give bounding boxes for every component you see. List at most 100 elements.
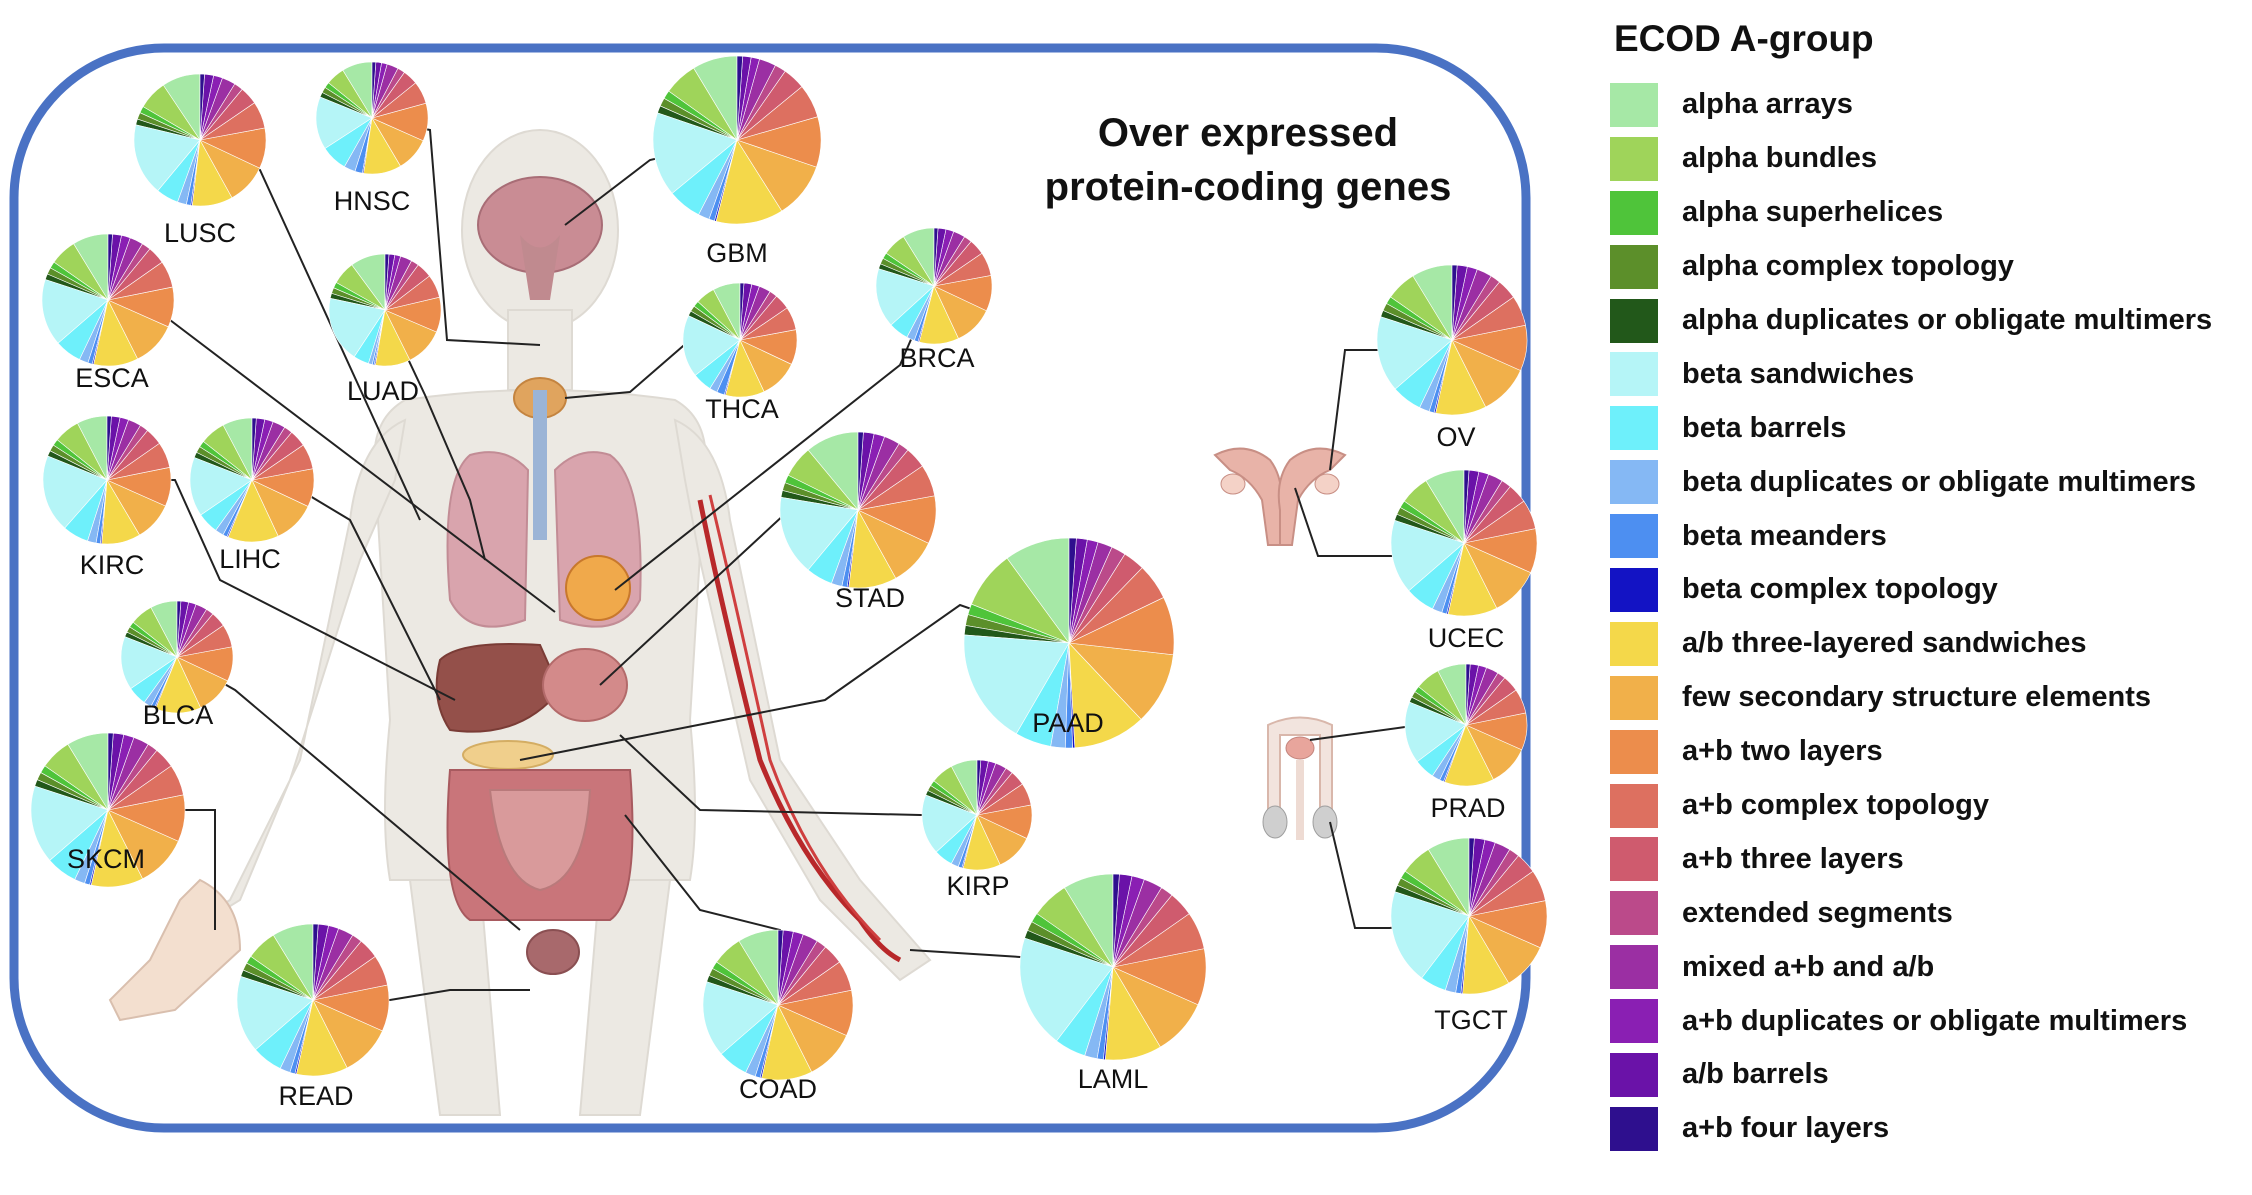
pie-laml	[1019, 873, 1207, 1061]
pie-slice-a-b-four-layers	[777, 929, 784, 1006]
legend-item: beta complex topology	[1610, 563, 2250, 617]
pie-slice-beta-sandwiches	[875, 268, 935, 326]
legend-label: beta complex topology	[1682, 573, 1998, 606]
legend-items: alpha arrays alpha bundles alpha superheli…	[1610, 78, 2250, 1156]
pie-slice-beta-sandwiches	[30, 785, 109, 861]
legend-label: few secondary structure elements	[1682, 681, 2152, 714]
pie-paad	[963, 537, 1175, 749]
pie-slice-beta-sandwiches	[133, 124, 201, 192]
legend-swatch	[1610, 136, 1658, 181]
legend-item: mixed a+b and a/b	[1610, 940, 2250, 994]
pie-stad	[779, 431, 937, 589]
pancreas-illustration	[462, 740, 554, 770]
legend-item: a/b barrels	[1610, 1048, 2250, 1102]
legend-item: a+b three layers	[1610, 832, 2250, 886]
pie-slice-a-b-four-layers	[1468, 837, 1475, 917]
legend-swatch	[1610, 406, 1658, 451]
legend-swatch	[1610, 621, 1658, 666]
legend-label: alpha complex topology	[1682, 250, 2014, 283]
pie-slice-beta-sandwiches	[1390, 891, 1470, 979]
pie-slice-beta-sandwiches	[42, 455, 108, 529]
pie-label-brca: BRCA	[899, 343, 974, 373]
pie-label-kirp: KIRP	[946, 871, 1009, 901]
pie-slice-a-b-four-layers	[176, 600, 182, 658]
legend-label: a+b four layers	[1682, 1112, 1890, 1145]
pie-slice-beta-sandwiches	[963, 634, 1070, 735]
legend-label: beta barrels	[1682, 411, 1847, 444]
pie-lusc	[133, 73, 267, 207]
pie-label-prad: PRAD	[1430, 793, 1505, 823]
left-ovary	[1220, 473, 1246, 495]
pie-label-laml: LAML	[1078, 1064, 1149, 1094]
urethra	[1296, 760, 1304, 840]
male-reproductive-illustration	[1262, 716, 1338, 840]
pie-blca	[120, 600, 234, 714]
pie-slice-beta-sandwiches	[1019, 937, 1114, 1042]
pie-slice-a-b-four-layers	[312, 923, 319, 1001]
legend-item: a+b complex topology	[1610, 779, 2250, 833]
legend-label: mixed a+b and a/b	[1682, 950, 1935, 983]
pie-label-stad: STAD	[835, 583, 905, 613]
legend-item: a/b three-layered sandwiches	[1610, 617, 2250, 671]
pie-lihc	[189, 417, 315, 543]
pie-ov	[1376, 264, 1528, 416]
legend-item: beta meanders	[1610, 509, 2250, 563]
pie-label-ucec: UCEC	[1428, 623, 1505, 653]
pie-ucec	[1390, 469, 1538, 617]
legend-label: alpha bundles	[1682, 142, 1877, 175]
pie-slice-few-secondary-structure-elements	[1068, 642, 1174, 720]
pie-label-blca: BLCA	[143, 700, 214, 730]
pie-slice-a-b-four-layers	[251, 417, 257, 481]
pie-slice-beta-sandwiches	[652, 112, 738, 194]
legend-label: beta sandwiches	[1682, 357, 1915, 390]
legend-swatch	[1610, 82, 1658, 127]
pie-gbm	[652, 55, 822, 225]
legend-swatch	[1610, 837, 1658, 882]
prostate	[1285, 736, 1315, 760]
pie-label-gbm: GBM	[706, 238, 768, 268]
legend-item: extended segments	[1610, 886, 2250, 940]
legend-swatch	[1610, 783, 1658, 828]
pie-slice-beta-sandwiches	[682, 315, 741, 376]
legend-item: beta barrels	[1610, 401, 2250, 455]
legend-label: a+b three layers	[1682, 842, 1904, 875]
legend-label: beta meanders	[1682, 519, 1887, 552]
pie-tgct	[1390, 837, 1548, 995]
pie-esca	[41, 233, 175, 367]
pie-slice-beta-sandwiches	[328, 297, 386, 358]
liver-illustration	[435, 643, 562, 733]
pie-charts: LUSC HNSC GBM ESCA LUAD THCA BRCA KIRC LIHC STAD B…	[30, 55, 1548, 1111]
pie-skcm	[30, 732, 186, 888]
pie-slice-beta-sandwiches	[1376, 316, 1453, 390]
legend-item: alpha complex topology	[1610, 240, 2250, 294]
pie-prad	[1404, 663, 1528, 787]
pie-slice-a-b-four-layers	[1465, 663, 1471, 726]
pie-slice-beta-sandwiches	[921, 794, 978, 853]
brainstem-illustration	[520, 235, 560, 300]
legend-swatch	[1610, 891, 1658, 936]
pie-hnsc	[315, 61, 429, 175]
legend-label: a+b two layers	[1682, 735, 1883, 768]
legend-swatch	[1610, 244, 1658, 289]
legend-label: a/b three-layered sandwiches	[1682, 627, 2087, 660]
pie-slice-a-b-four-layers	[1451, 264, 1458, 341]
pie-slice-beta-sandwiches	[1390, 519, 1465, 592]
legend-label: beta duplicates or obligate multimers	[1682, 465, 2197, 498]
pie-label-paad: PAAD	[1032, 708, 1104, 738]
legend-swatch	[1610, 945, 1658, 990]
pie-label-lihc: LIHC	[219, 544, 281, 574]
blood-vessels-illustration	[697, 499, 902, 963]
legend-swatch	[1610, 352, 1658, 397]
pie-kirp	[921, 759, 1033, 871]
legend-swatch	[1610, 460, 1658, 505]
pie-slice-a-b-four-layers	[933, 227, 939, 287]
legend-item: a+b four layers	[1610, 1102, 2250, 1156]
chart-title-line-2: protein-coding genes	[1045, 165, 1452, 209]
pie-thca	[682, 282, 798, 398]
legend-swatch	[1610, 1052, 1658, 1097]
pie-slice-a-b-four-layers	[857, 431, 864, 511]
pie-label-esca: ESCA	[75, 363, 149, 393]
pie-slice-beta-sandwiches	[702, 981, 779, 1055]
right-ovary	[1314, 473, 1340, 495]
